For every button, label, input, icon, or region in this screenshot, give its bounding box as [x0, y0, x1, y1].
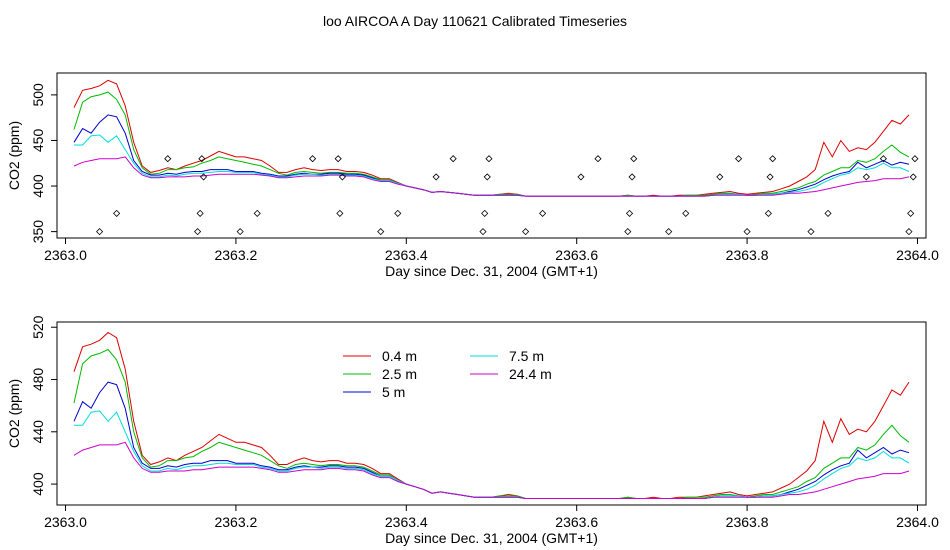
series-line-5-m [73, 114, 910, 197]
diamond-marker [432, 173, 440, 181]
diamond-marker [394, 209, 402, 217]
legend-label: 0.4 m [382, 348, 417, 364]
x-tick-label: 2363.4 [385, 514, 428, 530]
x-tick-label: 2364.0 [896, 247, 939, 263]
series-line-7-5-m [74, 410, 910, 499]
plot-frame [56, 321, 927, 506]
diamond-marker [905, 228, 913, 236]
y-tick-label: 480 [30, 368, 46, 392]
y-tick-label: 350 [30, 220, 46, 244]
diamond-marker [630, 155, 638, 163]
diamond-marker [113, 209, 121, 217]
diamond-marker [665, 228, 673, 236]
diamond-marker [483, 173, 491, 181]
diamond-marker [479, 228, 487, 236]
diamond-marker [336, 209, 344, 217]
timeseries-panel-bottom: 2363.0 2363.2 2363.4 2363.6 2363.8 2364.0 Day … [6, 315, 939, 546]
series-line-7-5-m [74, 134, 910, 197]
diamond-marker [909, 173, 917, 181]
diamond-marker [743, 228, 751, 236]
diamond-marker [253, 209, 261, 217]
diamond-marker [628, 173, 636, 181]
series-line-24-4-m [73, 156, 910, 197]
diamond-marker [481, 209, 489, 217]
legend: 0.4 m 2.5 m 5 m 7.5 m 24.4 m [343, 348, 552, 400]
series-line-0-4-m [73, 79, 910, 197]
diamond-marker [377, 228, 385, 236]
diamond-marker [682, 209, 690, 217]
x-tick-label: 2363.6 [555, 514, 598, 530]
series-line-2-5-m [73, 348, 910, 499]
diamond-marker [194, 228, 202, 236]
legend-label: 5 m [382, 384, 405, 400]
diamond-marker [577, 173, 585, 181]
diamond-marker [716, 173, 724, 181]
x-axis-label: Day since Dec. 31, 2004 (GMT+1) [385, 530, 598, 546]
x-tick-label: 2363.6 [555, 247, 598, 263]
diamond-marker [334, 155, 342, 163]
diamond-marker [807, 228, 815, 236]
series-line-5-m [73, 381, 910, 499]
legend-label: 24.4 m [509, 366, 552, 382]
diamond-marker [199, 173, 208, 181]
diamond-marker [911, 155, 919, 163]
diamond-marker [764, 209, 772, 217]
x-axis-label: Day since Dec. 31, 2004 (GMT+1) [385, 263, 598, 279]
diamond-marker [862, 173, 870, 181]
diamond-marker [164, 155, 172, 163]
diamond-marker [539, 209, 547, 217]
diamond-marker [625, 209, 634, 217]
y-tick-label: 500 [30, 83, 46, 107]
y-tick-label: 450 [30, 129, 46, 153]
diamond-marker [907, 209, 915, 217]
x-tick-label: 2363.4 [385, 247, 428, 263]
series-line-24-4-m [73, 441, 910, 499]
figure-title: loo AIRCOA A Day 110621 Calibrated Times… [323, 13, 627, 29]
x-tick-label: 2364.0 [896, 514, 939, 530]
y-tick-label: 440 [30, 420, 46, 444]
y-tick-label: 520 [30, 315, 46, 339]
diamond-marker [824, 209, 832, 217]
x-tick-label: 2363.8 [726, 514, 769, 530]
diamond-marker [485, 155, 493, 163]
diamond-marker [236, 228, 244, 236]
x-tick-label: 2363.2 [214, 247, 257, 263]
plot-frame [56, 72, 927, 239]
diamond-marker [766, 173, 774, 181]
x-tick-label: 2363.2 [214, 514, 257, 530]
y-tick-label: 400 [30, 472, 46, 496]
series-line-2-5-m [73, 91, 910, 197]
diamond-marker [735, 155, 743, 163]
diamond-marker [96, 228, 104, 236]
diamond-marker [338, 173, 346, 181]
diamond-marker [449, 155, 457, 163]
x-tick-label: 2363.0 [44, 247, 87, 263]
y-axis-label: CO2 (ppm) [6, 379, 22, 448]
x-tick-label: 2363.0 [44, 514, 87, 530]
series-line-0-4-m [73, 331, 910, 499]
diamond-marker [196, 209, 204, 217]
diamond-marker [624, 228, 632, 236]
diamond-marker [198, 155, 206, 163]
y-tick-label: 400 [30, 174, 46, 198]
diamond-marker [309, 155, 317, 163]
timeseries-panel-top: 2363.0 2363.2 2363.4 2363.6 2363.8 2364.0 Day … [6, 72, 939, 279]
diamond-marker [522, 228, 530, 236]
diamond-marker [879, 155, 887, 163]
diamond-marker [769, 155, 777, 163]
x-tick-label: 2363.8 [726, 247, 769, 263]
y-axis-label: CO2 (ppm) [6, 121, 22, 190]
legend-label: 7.5 m [509, 348, 544, 364]
legend-label: 2.5 m [382, 366, 417, 382]
diamond-marker [594, 155, 602, 163]
